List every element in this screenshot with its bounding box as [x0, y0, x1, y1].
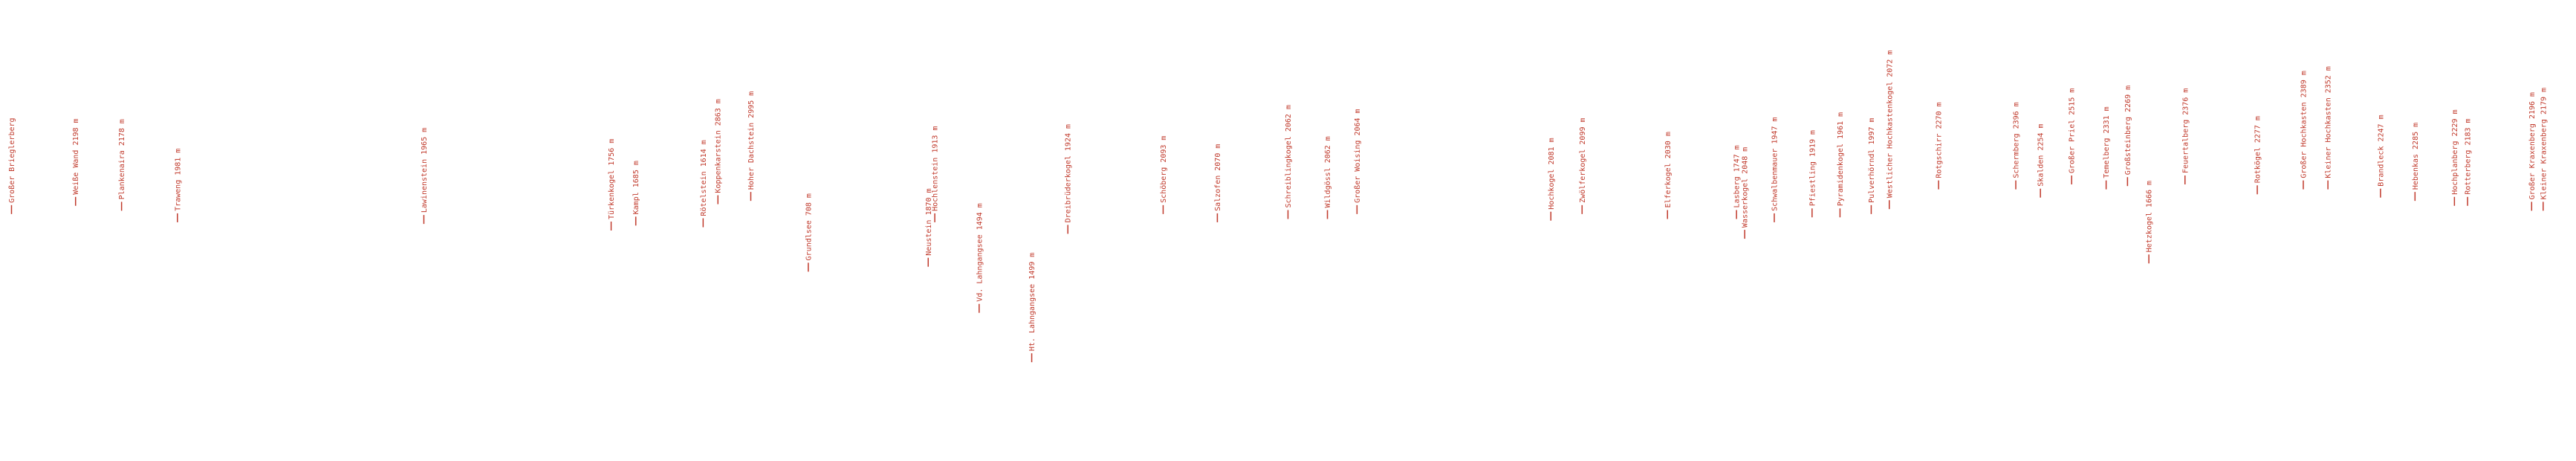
peak-label: Grundlsee 708 m [805, 193, 813, 260]
peak-label: Großer Priel 2515 m [2069, 88, 2077, 173]
peak-label: Hochlenstein 1913 m [932, 126, 940, 211]
peak-label: Brandleck 2247 m [2377, 115, 2385, 186]
peak-label: Hoher Dachstein 2995 m [747, 91, 756, 190]
peak-label: Schwalbenmauer 1947 m [1771, 117, 1779, 210]
peak-label: Hochplanberg 2229 m [2451, 109, 2459, 194]
peak-label: Hebenkas 2285 m [2412, 123, 2420, 190]
peak-label: Rotkögel 2277 m [2254, 116, 2262, 183]
peak-label: Schöberg 2093 m [1160, 136, 1168, 203]
peak-label: Weiße Wand 2198 m [72, 118, 80, 194]
peak-label: Türkenkogel 1756 m [608, 139, 616, 219]
peak-label: Rotgschirr 2270 m [1936, 102, 1944, 178]
peak-label: Koppenkarstein 2863 m [715, 99, 723, 193]
peak-label: Vd. Lahngangsee 1494 m [976, 203, 984, 301]
peak-label: Lasberg 1747 m [1733, 145, 1742, 207]
peak-label: Rotterberg 2183 m [2465, 118, 2473, 194]
peak-label: Großer Woising 2064 m [1354, 109, 1362, 202]
peak-label: Neustein 1870 m [925, 188, 933, 255]
peak-label: Plankenaira 2178 m [118, 119, 126, 199]
peak-label: Wasserkogel 2048 m [1742, 147, 1750, 228]
peak-label: Großsteinberg 2269 m [2124, 86, 2132, 175]
peak-label: Pulverhörndl 1997 m [1868, 117, 1876, 202]
peak-label: Schermberg 2396 m [2013, 102, 2021, 178]
peak-label: Schreiblingkogel 2062 m [1285, 105, 1293, 207]
peak-label: Ht. Lahngangsee 1499 m [1028, 253, 1036, 351]
peak-label: Kleiner Hochkasten 2352 m [2325, 66, 2333, 178]
peak-label: Traweng 1981 m [174, 149, 182, 211]
peak-label: Großer Kraxenberg 2196 m [2528, 92, 2537, 200]
peak-label: Kleiner Kraxenberg 2179 m [2540, 88, 2548, 200]
peak-label: Dreibrüderkogel 1924 m [1065, 124, 1073, 222]
peak-label: Kampl 1685 m [632, 161, 640, 214]
peak-label: Großer Hochkasten 2389 m [2300, 71, 2308, 178]
peak-label: Wildgössl 2062 m [1324, 136, 1332, 207]
peak-label: Feuertalberg 2376 m [2181, 88, 2190, 173]
peak-label: Temelberg 2331 m [2103, 106, 2111, 178]
peak-label: Zwölferkogel 2099 m [1579, 117, 1587, 202]
peak-label: Hochkogel 2081 m [1548, 138, 1556, 209]
peak-label: Westlicher Hochkastenkogel 2072 m [1886, 51, 1894, 199]
peak-label: Lawinenstein 1965 m [421, 128, 429, 213]
peak-label: Pfiestling 1919 m [1808, 130, 1817, 206]
peak-label: Elferkogel 2030 m [1664, 132, 1673, 207]
peak-label: Hetzkogel 1666 m [2146, 181, 2154, 252]
peak-label: Rötelstein 1614 m [700, 140, 708, 216]
peak-label: Pyramidenkogel 1961 m [1837, 112, 1845, 206]
peak-label: Großer Brieglerberg [8, 117, 16, 202]
peak-label: Skalden 2254 m [2037, 123, 2045, 186]
peak-label: Salzofen 2070 m [1214, 144, 1222, 211]
